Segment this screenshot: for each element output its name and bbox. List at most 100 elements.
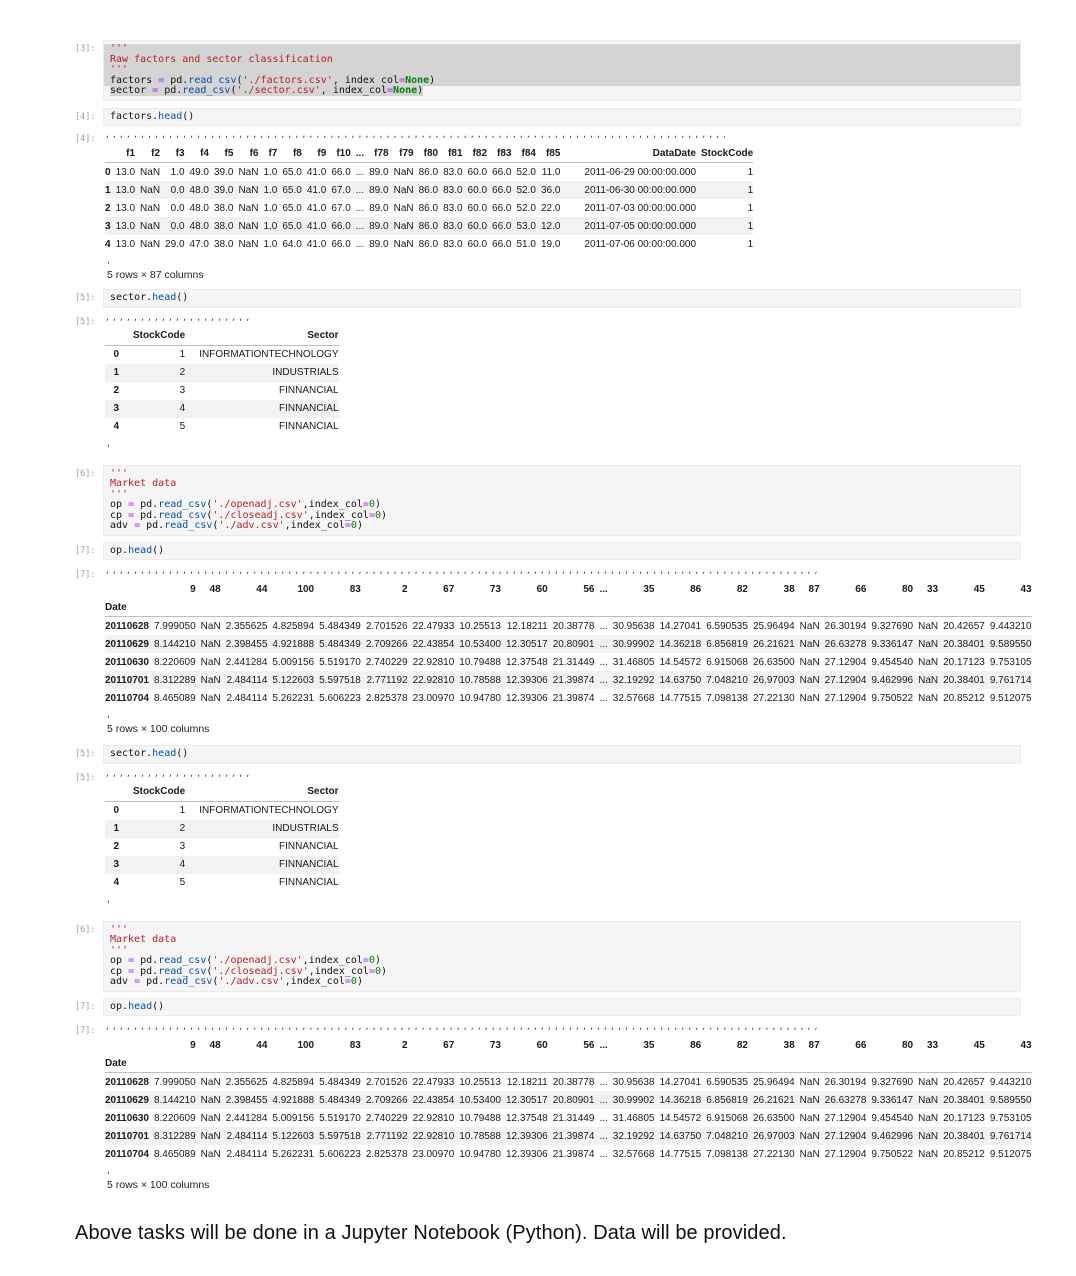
table-cell: NaN (200, 1148, 221, 1160)
sector-head-table: StockCode Sector 0 1 INFORMATIONTECHNOLOGY 1 2… (105, 326, 339, 436)
code-cell-raw-factors-input[interactable]: ''' Raw factors and sector classification… (103, 40, 1021, 101)
table-cell: 86.0 (418, 166, 439, 178)
column-header: f5 (208, 144, 234, 163)
op-head-table: 9 48 44 100 83 2 67 73 60 56... 35 86 82 38 87 66 80 33 45… (105, 580, 1032, 707)
table-cell: NaN (918, 1130, 939, 1142)
table-cell: 6.590535 (706, 620, 748, 632)
column-header: StockCode (119, 326, 186, 346)
table-cell: 67.0 (331, 202, 351, 214)
row-index: 3 (113, 859, 119, 870)
table-cell: 1 (747, 184, 754, 196)
table-cell: ... (599, 638, 608, 650)
table-row: 2 3 FINNANCIAL (105, 382, 339, 400)
table-cell: 9.462996 (871, 1130, 914, 1142)
table-cell: 52.0 (516, 184, 536, 196)
code-cell-sector-head-input-repeat[interactable]: sector.head() (103, 745, 1021, 764)
table-cell: NaN (238, 238, 259, 250)
index-name-filler (148, 598, 1032, 617)
truncated-output-dots: ,,,,,,,,,,,,,,,,,,,,,,,,,,,,,,,,,,,,,,,,… (105, 130, 725, 139)
code-cell-sector-head-input[interactable]: sector.head() (103, 289, 1021, 308)
table-cell: 38.0 (213, 238, 234, 250)
table-cell: NaN (200, 674, 221, 686)
table-cell: 2 (179, 823, 186, 834)
table-cell: ... (355, 166, 365, 178)
table-cell: 2.484114 (226, 1130, 268, 1142)
table-cell: 26.30194 (824, 1076, 867, 1088)
column-header: StockCode (119, 782, 186, 802)
code-line: factors.head() (110, 110, 195, 122)
table-cell: 2.701526 (365, 1076, 408, 1088)
table-cell: 89.0 (369, 202, 389, 214)
code-cell-op-head-input-repeat[interactable]: op.head() (103, 997, 1021, 1016)
row-index: 2 (113, 841, 119, 852)
code-line: ''' (110, 488, 129, 500)
table-cell: NaN (799, 1148, 820, 1160)
table-row: 1 13.0 NaN 0.0 48.0 39.0 NaN 1.0 65.0 41.0 67.0...… (105, 181, 754, 199)
output-area-op-repeat: ,,,,,,,,,,,,,,,,,,,,,,,,,,,,,,,,,,,,,,,,… (103, 1022, 1032, 1191)
table-cell: 10.25513 (459, 1076, 501, 1088)
code-cell-market-data-input[interactable]: ''' Market data ''' op = pd.read_csv('./ope… (103, 464, 1021, 536)
table-cell: 26.97003 (752, 674, 795, 686)
table-row: 20110701 8.312289 NaN 2.484114 5.122603 5.597… (105, 671, 1032, 689)
row-index: 20110630 (105, 656, 149, 668)
output-row-sector-head: [5]: ,,,,,,,,,,,,,,,,,,,,,,,,,,,,,,,,,,,… (75, 313, 1021, 449)
table-cell: 60.0 (467, 202, 488, 214)
table-cell: 13.0 (115, 166, 136, 178)
row-index: 1 (105, 184, 111, 196)
table-cell: 30.99902 (612, 638, 655, 650)
dataframe-shape-op-repeat: 5 rows × 100 columns (107, 1179, 210, 1191)
column-header: 87 (808, 583, 820, 595)
table-cell: NaN (799, 674, 820, 686)
column-header: 44 (256, 1039, 268, 1051)
table-cell: 66.0 (331, 238, 351, 250)
table-cell: 20.17123 (943, 656, 985, 668)
table-cell: ... (599, 674, 608, 686)
table-cell: 22.92810 (412, 674, 455, 686)
column-header: f78 (364, 144, 389, 163)
code-line: ''' (104, 64, 1020, 76)
table-cell: NaN (799, 656, 820, 668)
code-cell-market-data-input-repeat[interactable]: ''' Market data ''' op = pd.read_csv('./ope… (103, 920, 1021, 992)
table-row: 20110630 8.220609 NaN 2.441284 5.009156 5.519… (105, 1109, 1032, 1127)
table-cell: NaN (918, 674, 939, 686)
column-header: 60 (536, 1039, 548, 1051)
table-cell: 1 (747, 166, 754, 178)
table-cell: 8.220609 (153, 656, 196, 668)
table-cell: FINNANCIAL (279, 385, 339, 396)
table-cell: 21.39874 (552, 1148, 595, 1160)
table-cell: 5.597518 (319, 1130, 361, 1142)
code-cell-op-head-input[interactable]: op.head() (103, 541, 1021, 560)
table-cell: 5 (179, 421, 186, 432)
table-cell: INFORMATIONTECHNOLOGY (199, 805, 339, 816)
table-cell: 32.57668 (612, 692, 655, 704)
table-cell: NaN (200, 1130, 221, 1142)
table-cell: 1.0 (263, 220, 278, 232)
column-header: Sector (185, 326, 339, 346)
table-cell: ... (355, 220, 365, 232)
op-head-table-repeat: 9 48 44 100 83 2 67 73 60 56... 35 86 82 38 87 66 80 33 45… (105, 1036, 1032, 1163)
column-header: 80 (901, 583, 914, 595)
table-cell: 51.0 (516, 238, 536, 250)
table-cell: 9.454540 (871, 1112, 914, 1124)
table-cell: 7.048210 (706, 1130, 748, 1142)
table-cell: 9.462996 (871, 674, 914, 686)
table-cell: 2.740229 (365, 656, 408, 668)
output-prompt: [5]: (75, 316, 96, 327)
table-cell: 5.009156 (272, 1112, 315, 1124)
table-cell: NaN (200, 656, 221, 668)
table-cell: 8.220609 (153, 1112, 196, 1124)
table-cell: 2011-07-06 00:00:00.000 (584, 238, 696, 250)
table-cell: 20.38778 (552, 620, 595, 632)
table-cell: ... (355, 238, 365, 250)
table-cell: 9.512075 (989, 692, 1032, 704)
table-cell: 49.0 (189, 166, 209, 178)
table-cell: 10.94780 (459, 692, 501, 704)
code-cell-factors-head-input[interactable]: factors.head() (103, 107, 1021, 126)
column-header: f3 (160, 144, 185, 163)
dataframe-shape-factors: 5 rows × 87 columns (107, 269, 204, 281)
table-cell: 2.701526 (365, 620, 408, 632)
table-cell: 14.54572 (659, 1112, 702, 1124)
table-cell: 60.0 (467, 220, 488, 232)
table-cell: 4.921888 (272, 1094, 315, 1106)
column-header: 67 (443, 583, 455, 595)
